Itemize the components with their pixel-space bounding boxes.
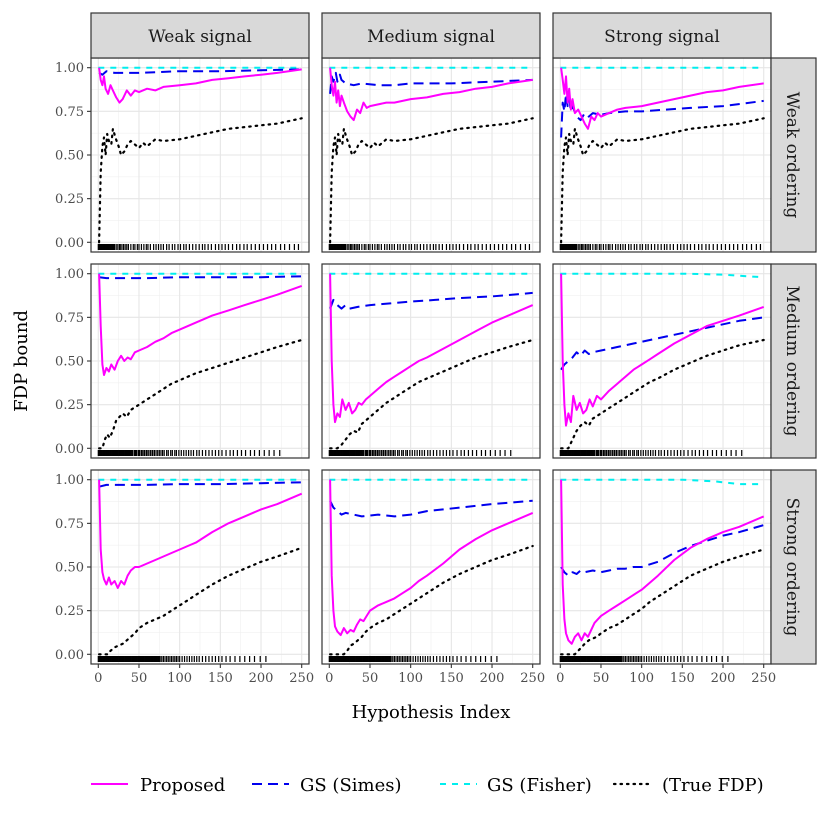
y-tick-label: 0.75: [55, 311, 84, 326]
panel-r3-c2: [321, 469, 541, 665]
series-line-true: [98, 117, 303, 244]
series-line-true: [98, 546, 303, 656]
x-tick-label: 150: [439, 671, 464, 686]
panel-r3-c1: [90, 469, 310, 665]
strips-layer: Weak signal Medium signal Strong signal …: [90, 12, 817, 665]
series-line-fisher: [560, 272, 764, 279]
y-tick-label: 0.00: [55, 236, 84, 251]
column-strip-2: [321, 12, 541, 59]
y-tick-label: 0.00: [55, 648, 84, 663]
panel-r2-c3: [552, 263, 772, 459]
series-line-proposed: [560, 67, 764, 130]
x-tick-label: 100: [398, 671, 423, 686]
x-tick-label: 200: [480, 671, 505, 686]
series-line-simes: [98, 275, 302, 280]
series-line-proposed: [560, 479, 765, 645]
panel-r1-c3: [552, 57, 772, 253]
column-strip-1: [90, 12, 310, 59]
panel-r1-c1: [90, 57, 310, 253]
series-line-true: [560, 338, 765, 450]
x-tick-label: 50: [362, 671, 379, 686]
y-tick-label: 0.50: [55, 561, 84, 576]
y-tick-label: 0.75: [55, 517, 84, 532]
y-tick-label: 0.50: [55, 149, 84, 164]
series-line-simes: [98, 481, 302, 488]
x-tick-label: 50: [131, 671, 148, 686]
x-tick-label: 100: [629, 671, 654, 686]
legend-label-simes: GS (Simes): [300, 775, 402, 796]
x-tick-label: 0: [94, 671, 102, 686]
row-label-1: Weak ordering: [782, 92, 802, 219]
y-tick-label: 0.25: [55, 398, 84, 413]
x-tick-label: 0: [556, 671, 564, 686]
series-line-simes: [98, 68, 302, 76]
series-line-true: [560, 117, 765, 244]
y-axis-title: FDP bound: [11, 310, 32, 412]
y-tick-label: 0.25: [55, 604, 84, 619]
x-tick-label: 250: [289, 671, 314, 686]
panel-r2-c1: [90, 263, 310, 459]
column-strip-3: [552, 12, 772, 59]
x-tick-label: 200: [711, 671, 736, 686]
series-line-true: [98, 338, 303, 450]
legend-label-fisher: GS (Fisher): [487, 775, 592, 796]
y-tick-label: 0.75: [55, 105, 84, 120]
axes-layer: 0.00 0.25 0.50 0.75 1.00 0.00 0.25 0.50 0.75 1.00…: [55, 61, 776, 686]
y-tick-label: 0.50: [55, 355, 84, 370]
series-line-proposed: [329, 67, 533, 122]
x-tick-label: 100: [167, 671, 192, 686]
series-line-true: [560, 548, 765, 656]
panels-layer: [90, 57, 772, 665]
series-line-true: [329, 544, 534, 656]
row-strip-1: [770, 57, 817, 253]
row-strip-2: [770, 263, 817, 459]
series-line-simes: [329, 499, 533, 518]
column-label-2: Medium signal: [367, 27, 495, 47]
column-label-3: Strong signal: [604, 27, 720, 47]
row-label-3: Strong ordering: [782, 498, 802, 637]
panel-r2-c2: [321, 263, 541, 459]
row-label-2: Medium ordering: [782, 286, 802, 437]
series-line-proposed: [560, 273, 765, 427]
series-line-proposed: [98, 479, 303, 589]
legend: Proposed GS (Simes) GS (Fisher) (True FD…: [91, 775, 764, 796]
x-tick-label: 50: [593, 671, 610, 686]
column-label-1: Weak signal: [148, 27, 252, 47]
x-tick-label: 150: [670, 671, 695, 686]
panel-r3-c3: [552, 469, 772, 665]
x-tick-label: 250: [751, 671, 776, 686]
x-tick-label: 200: [249, 671, 274, 686]
series-line-proposed: [98, 67, 302, 104]
legend-label-proposed: Proposed: [140, 775, 225, 796]
y-tick-label: 0.25: [55, 192, 84, 207]
series-line-true: [329, 338, 534, 450]
y-tick-label: 1.00: [55, 267, 84, 282]
x-axis-title: Hypothesis Index: [352, 702, 511, 723]
legend-label-true: (True FDP): [662, 775, 764, 796]
series-line-simes: [329, 71, 533, 94]
x-tick-label: 150: [208, 671, 233, 686]
panel-r1-c2: [321, 57, 541, 253]
y-tick-label: 1.00: [55, 61, 84, 76]
x-tick-label: 0: [325, 671, 333, 686]
y-tick-label: 0.00: [55, 442, 84, 457]
x-tick-label: 250: [520, 671, 545, 686]
series-line-proposed: [98, 273, 303, 376]
y-tick-label: 1.00: [55, 473, 84, 488]
series-line-proposed: [329, 479, 534, 637]
panel-border: [321, 469, 541, 665]
series-line-true: [329, 117, 534, 244]
row-strip-3: [770, 469, 817, 665]
series-line-proposed: [329, 273, 534, 424]
series-line-simes: [329, 291, 533, 310]
panel-border: [321, 263, 541, 459]
